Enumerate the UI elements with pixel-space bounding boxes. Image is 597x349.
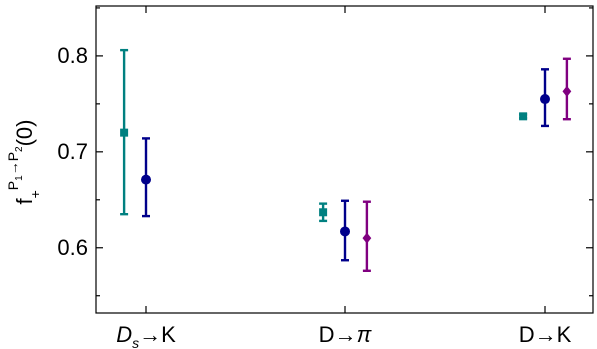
data-point: [120, 48, 129, 216]
y-ticks: 0.6 0.7 0.8: [57, 7, 593, 297]
y-label-sup-p2: P: [5, 152, 21, 161]
square-marker: [120, 128, 129, 137]
y-label-subscript: +: [27, 190, 43, 198]
diamond-marker: [362, 232, 372, 244]
circle-marker: [141, 174, 151, 185]
data-point: [340, 199, 350, 262]
data-point: [362, 200, 372, 272]
y-tick-label: 0.7: [57, 139, 88, 164]
square-marker: [319, 208, 328, 217]
y-label-sup-p1: P: [5, 181, 21, 190]
square-marker: [519, 112, 528, 121]
y-label-arg: (0): [12, 119, 37, 146]
y-tick-label: 0.6: [57, 235, 88, 260]
y-label-sup-p1-sub: 1: [14, 175, 25, 181]
plot-frame: [95, 5, 594, 314]
data-point: [141, 137, 151, 218]
x-tick-label: D→K: [519, 322, 572, 347]
y-label-sup-arrow: →: [5, 161, 21, 175]
y-label-base: f: [12, 198, 37, 205]
y-label-sup-p2-sub: 2: [14, 146, 25, 152]
data-point: [519, 112, 528, 121]
y-axis-label: f+P1→P2(0): [5, 119, 43, 204]
circle-marker: [540, 94, 550, 105]
x-tick-label: Ds→K: [116, 322, 176, 349]
diamond-marker: [562, 85, 572, 97]
x-ticks: Ds→K D→π D→K: [116, 6, 572, 349]
y-tick-label: 0.8: [57, 43, 88, 68]
data-point: [319, 202, 328, 223]
data-marks: [120, 48, 572, 272]
data-point: [562, 57, 572, 121]
data-point: [540, 68, 550, 128]
x-tick-label: D→π: [319, 322, 373, 347]
circle-marker: [340, 226, 350, 237]
